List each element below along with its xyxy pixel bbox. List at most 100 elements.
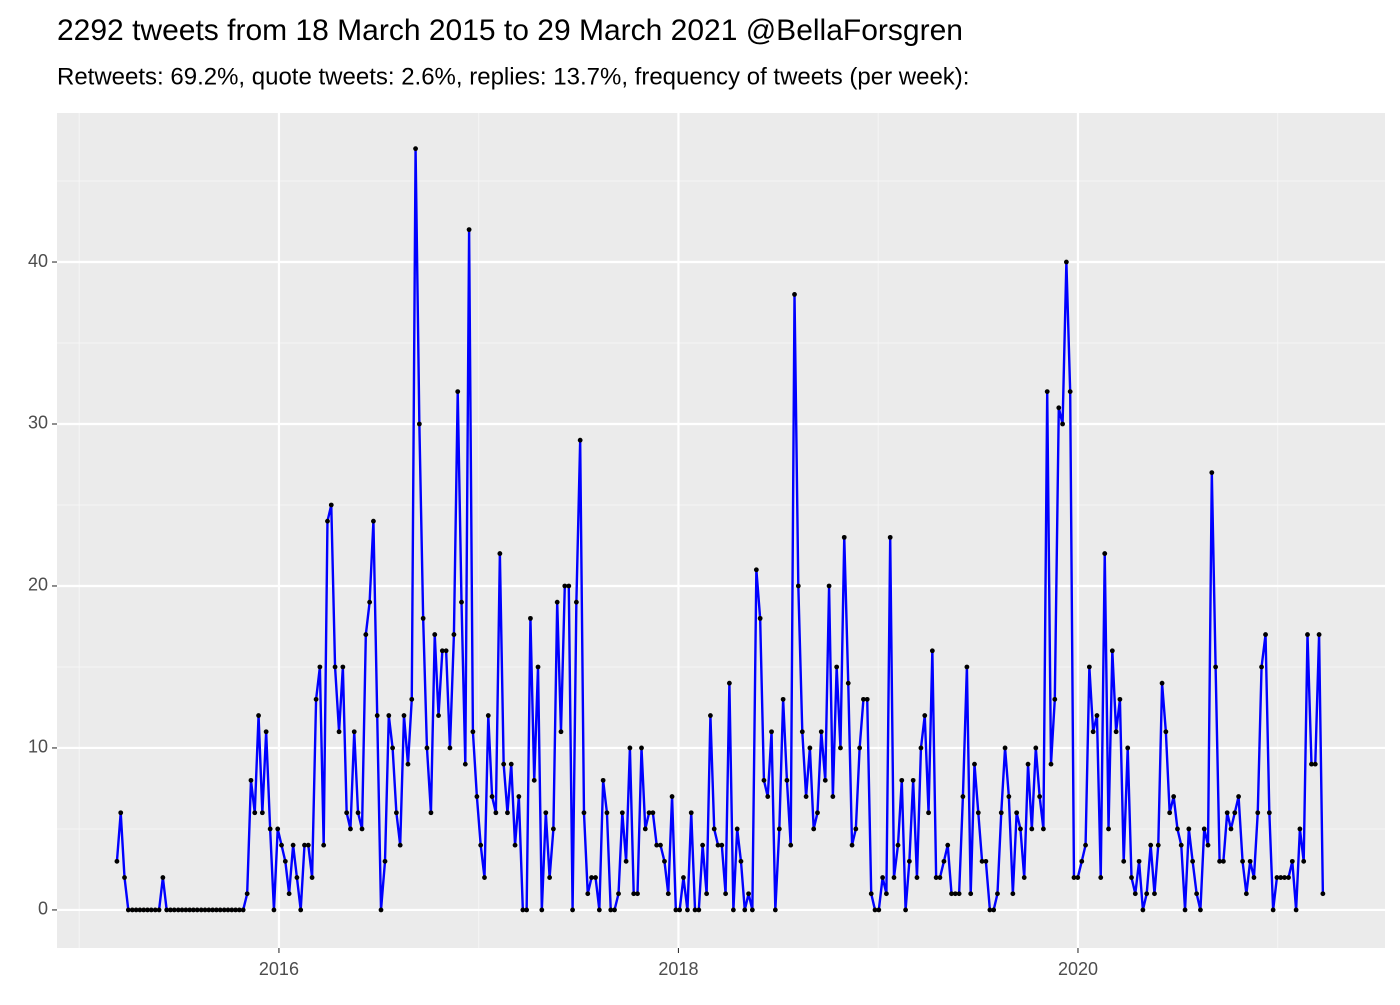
data-point [489,794,495,799]
data-point [183,907,189,913]
data-point [1198,907,1203,913]
data-point [409,696,415,702]
data-point [730,907,736,913]
data-point [351,729,357,735]
data-point [979,858,985,864]
data-point [317,664,323,670]
data-point [983,858,989,864]
data-point [910,777,916,783]
data-point [562,583,568,589]
data-point [359,826,365,832]
data-point [941,858,947,864]
data-point [815,810,820,816]
data-point [340,664,346,670]
data-point [589,875,594,880]
data-point [367,599,373,605]
data-point [129,907,135,913]
data-point [1182,907,1188,913]
data-point [1044,389,1050,395]
x-tick-label: 2016 [259,959,299,979]
data-point [451,632,457,637]
data-point [516,794,522,799]
data-point [581,810,587,816]
data-point [803,794,809,799]
data-point [906,858,912,864]
data-point [715,842,721,848]
data-point [1079,858,1085,864]
data-point [1270,907,1276,913]
data-point [849,842,855,848]
data-point [1155,842,1161,848]
data-point [799,729,805,735]
data-point [133,907,139,913]
data-point [118,810,124,816]
data-point [669,794,675,799]
data-point [1094,713,1100,718]
data-point [1224,810,1230,816]
data-point [443,648,449,654]
data-point [1002,745,1008,751]
y-tick-label: 0 [38,899,48,919]
data-point [551,826,556,832]
data-point [968,891,974,897]
data-point [156,907,162,913]
data-point [1152,891,1157,897]
data-point [275,826,281,832]
data-point [1213,664,1219,670]
data-point [497,551,503,556]
data-point [608,907,614,913]
data-point [524,907,530,913]
data-point [439,648,445,654]
data-point [665,891,671,897]
data-point [1178,842,1184,848]
data-point [1312,761,1318,767]
data-point [191,907,196,913]
data-point [918,745,924,751]
data-point [267,826,273,832]
data-point [577,437,583,443]
data-point [696,907,702,913]
data-point [1048,761,1054,767]
data-point [929,648,935,654]
data-point [508,761,514,767]
data-point [1251,875,1257,880]
data-point [734,826,740,832]
data-point [371,518,376,524]
data-point [658,842,663,848]
data-point [933,875,939,880]
data-point [328,502,334,508]
data-point [221,907,227,913]
data-point [612,907,617,913]
data-point [416,421,422,427]
data-point [1025,761,1031,767]
data-point [677,907,683,913]
data-point [137,907,143,913]
data-point [585,891,591,897]
data-point [194,907,200,913]
data-point [841,534,847,540]
data-point [187,907,193,913]
data-point [1266,810,1272,816]
data-point [282,858,288,864]
data-point [795,583,801,589]
data-point [711,826,717,832]
data-point [141,907,147,913]
data-point [1148,842,1154,848]
data-point [528,615,533,621]
data-point [1190,858,1196,864]
data-point [263,729,269,735]
data-point [501,761,507,767]
data-point [164,907,170,913]
data-point [466,227,472,233]
data-point [1316,632,1322,637]
data-point [807,745,813,751]
data-point [838,745,843,751]
data-point [413,146,418,152]
data-point [554,599,560,605]
data-point [432,632,438,637]
data-point [198,907,204,913]
data-point [692,907,698,913]
data-point [864,696,870,702]
data-point [1201,826,1207,832]
data-point [298,907,304,913]
